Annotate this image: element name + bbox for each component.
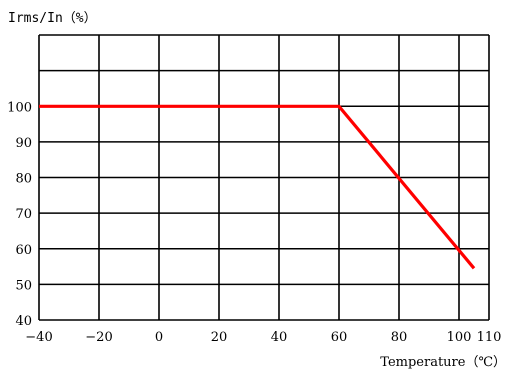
series-line [39,104,476,270]
x-axis-ticks: −40 −20 0 20 40 60 80 100 110 [25,330,501,345]
y-tick-label: 80 [15,172,32,187]
x-axis-label: Temperature（℃） [380,355,506,370]
x-tick-label: 0 [155,330,163,345]
y-tick-label: 90 [15,136,32,151]
y-axis-label: Irms/In（%） [8,11,97,26]
x-tick-label: −20 [85,330,112,345]
y-tick-label: 40 [15,314,32,329]
chart-grid [38,34,490,321]
y-tick-label: 50 [15,278,32,293]
x-tick-label: 110 [477,330,502,345]
y-tick-label: 60 [15,243,32,258]
chart-series [39,104,476,270]
x-tick-label: 60 [331,330,348,345]
x-tick-label: −40 [25,330,52,345]
x-tick-label: 80 [391,330,408,345]
x-tick-label: 100 [447,330,472,345]
y-axis-ticks: 40 50 60 70 80 90 100 [7,100,32,329]
x-tick-label: 40 [271,330,288,345]
x-tick-label: 20 [211,330,228,345]
y-tick-label: 70 [15,207,32,222]
y-tick-label: 100 [7,100,32,115]
